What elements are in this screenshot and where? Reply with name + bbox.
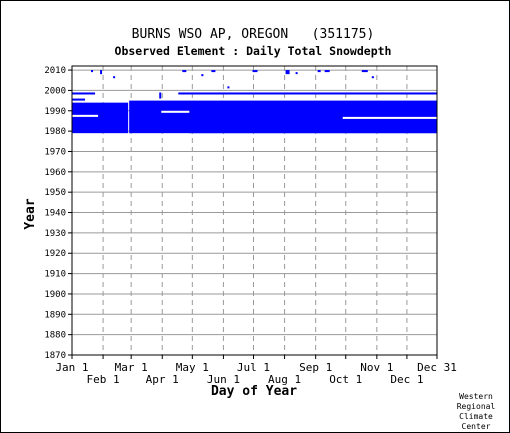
data-bar-0-11 — [182, 70, 187, 73]
x-tick-label-91: Apr 1 — [146, 373, 179, 386]
y-tick-label-1940: 1940 — [44, 209, 66, 219]
credit-line-2: Regional — [457, 402, 496, 411]
y-tick-label-1870: 1870 — [44, 351, 66, 361]
y-tick-label-1970: 1970 — [44, 147, 66, 157]
y-tick-label-1950: 1950 — [44, 188, 66, 198]
x-tick-label-244: Sep 1 — [299, 361, 332, 374]
plot-border — [71, 65, 438, 356]
data-bar-0-19 — [324, 70, 330, 73]
data-bar-0-5 — [178, 92, 438, 95]
data-bar-0-2 — [189, 131, 437, 134]
data-bar-0-16 — [285, 70, 290, 75]
data-bar-0-9 — [100, 70, 103, 75]
gap-marks — [72, 110, 437, 119]
x-axis-label: Day of Year — [211, 384, 297, 399]
y-tick-label-1960: 1960 — [44, 168, 66, 178]
data-bar-0-17 — [295, 72, 298, 75]
data-bar-0-21 — [371, 76, 374, 79]
data-gap-0 — [72, 114, 99, 117]
credit-line-1: Western — [459, 392, 493, 401]
chart-subtitle: Observed Element : Daily Total Snowdepth — [115, 44, 392, 58]
y-tick-label-1910: 1910 — [44, 270, 66, 280]
x-tick-label-1: Jan 1 — [55, 361, 88, 374]
data-gap-2 — [342, 116, 437, 119]
y-tick-label-2010: 2010 — [44, 66, 66, 76]
data-bar-0-14 — [227, 86, 230, 89]
data-bar-0-3 — [72, 92, 96, 95]
data-bar-0-7 — [159, 92, 162, 99]
y-tick-label-1900: 1900 — [44, 290, 66, 300]
data-gap-1 — [161, 110, 190, 113]
data-bar-0-15 — [252, 70, 258, 73]
x-tick-label-365: Dec 31 — [417, 361, 457, 374]
data-bar-0-8 — [91, 70, 94, 73]
data-bar-0-4 — [72, 98, 86, 101]
chart-title: BURNS WSO AP, OREGON (351175) — [132, 27, 375, 42]
data-marks — [72, 70, 438, 134]
plot-frame — [71, 65, 438, 356]
x-axis-ticks: Jan 1 Mar 1 May 1 Jul 1 Sep 1 Nov 1 Dec 31 Feb … — [55, 355, 457, 386]
y-tick-label-1920: 1920 — [44, 249, 66, 259]
y-axis-ticks: 1870 1880 1890 1900 1910 1920 1930 1940 1950 1960… — [44, 66, 72, 361]
x-tick-label-60: Mar 1 — [115, 361, 148, 374]
x-tick-label-213: Aug 1 — [268, 373, 301, 386]
data-bar-0-20 — [361, 70, 368, 73]
x-tick-label-152: Jun 1 — [207, 373, 240, 386]
data-bar-0-13 — [211, 70, 216, 73]
data-bar-0-10 — [113, 76, 116, 79]
x-tick-label-32: Feb 1 — [87, 373, 120, 386]
credit-line-4: Center — [462, 422, 491, 431]
y-tick-label-1980: 1980 — [44, 127, 66, 137]
y-tick-label-1880: 1880 — [44, 331, 66, 341]
data-bar-0-12 — [201, 74, 204, 77]
y-axis-label: Year — [23, 198, 38, 229]
data-bar-0-18 — [317, 70, 321, 73]
x-tick-label-274: Oct 1 — [329, 373, 362, 386]
credit-block: Western Regional Climate Center — [457, 392, 496, 431]
data-bar-0-0 — [72, 102, 129, 134]
y-tick-label-1990: 1990 — [44, 107, 66, 117]
y-tick-label-2000: 2000 — [44, 86, 66, 96]
x-tick-label-335: Dec 1 — [390, 373, 423, 386]
x-tick-label-305: Nov 1 — [360, 361, 393, 374]
credit-line-3: Climate — [459, 412, 493, 421]
y-tick-label-1890: 1890 — [44, 310, 66, 320]
y-tick-label-1930: 1930 — [44, 229, 66, 239]
x-tick-label-182: Jul 1 — [237, 361, 270, 374]
x-tick-label-121: May 1 — [176, 361, 209, 374]
data-bar-0-6 — [401, 102, 437, 105]
